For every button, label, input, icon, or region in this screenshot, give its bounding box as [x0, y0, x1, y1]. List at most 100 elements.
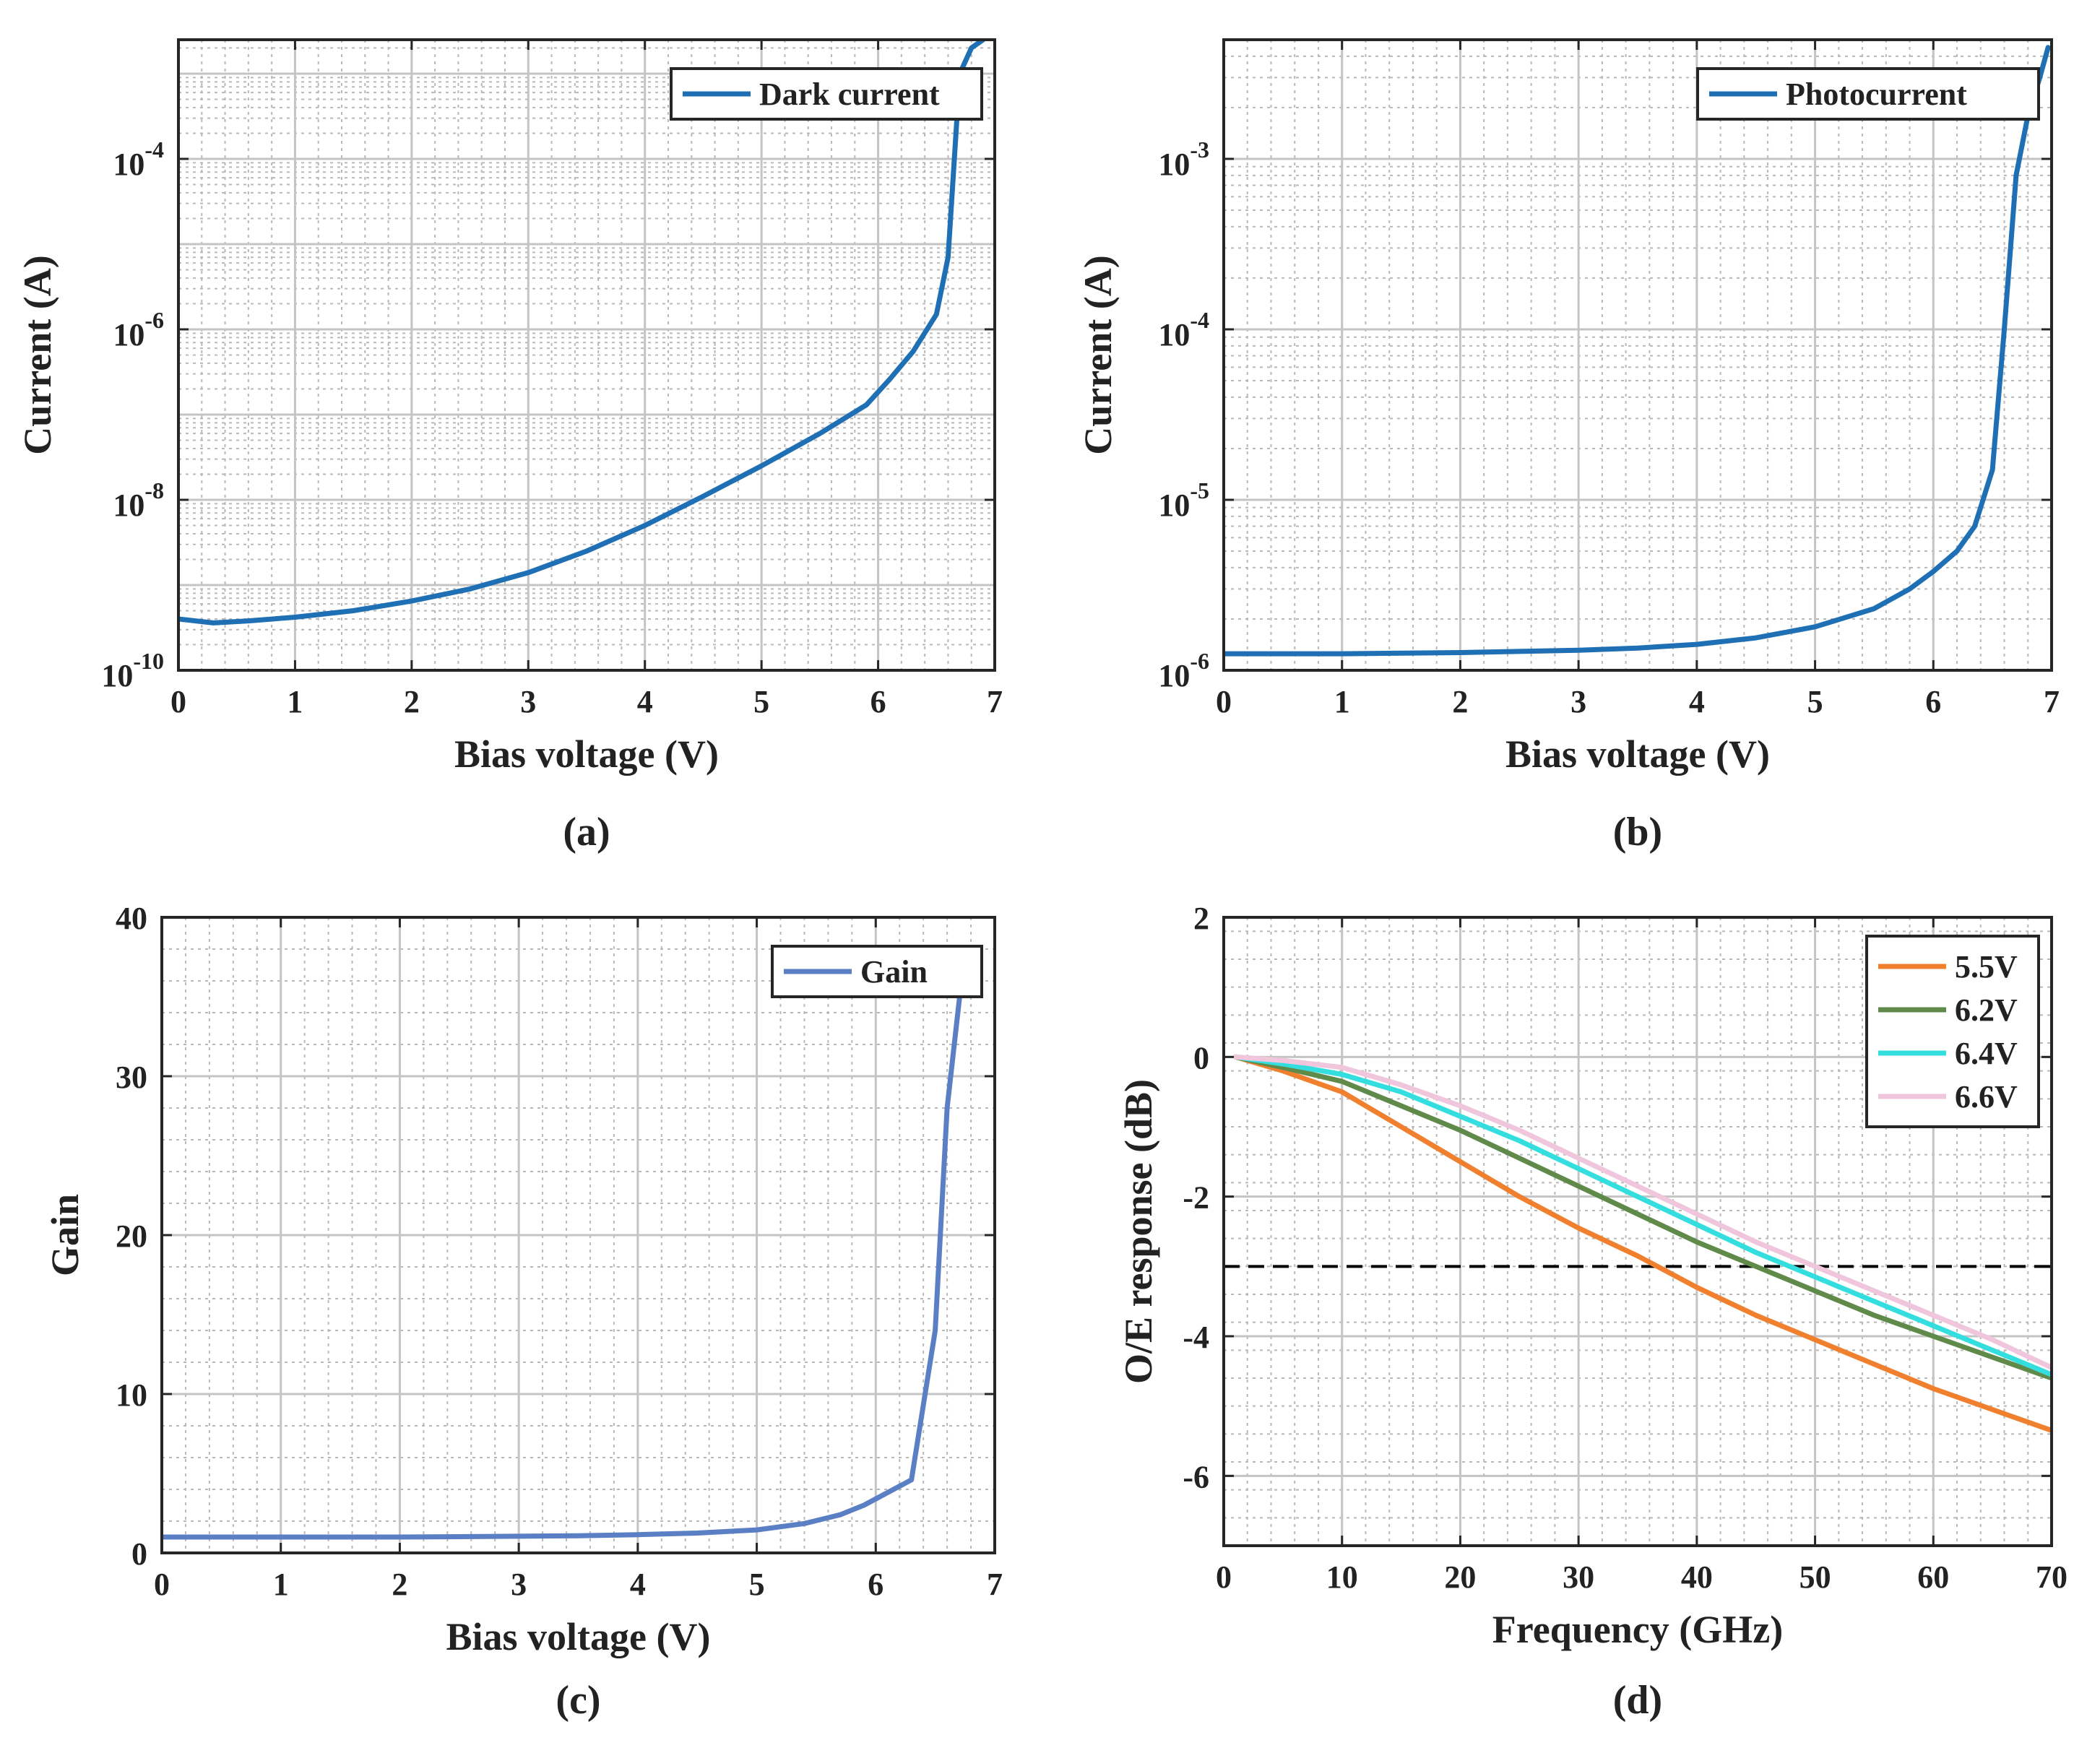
x-tick-label: 1	[287, 684, 303, 719]
plot-area	[1224, 917, 2052, 1546]
x-tick-label: 7	[987, 684, 1003, 719]
x-tick-label: 4	[1689, 684, 1705, 719]
y-tick-label: 0	[131, 1536, 147, 1572]
series-line-dark-current	[178, 40, 986, 626]
x-tick-label: 30	[1563, 1559, 1594, 1595]
y-tick-label: 40	[116, 901, 147, 936]
y-axis-label: O/E response (dB)	[1117, 1079, 1160, 1384]
y-tick-label: 10-3	[1158, 137, 1209, 182]
y-tick-label: 10-4	[1158, 307, 1209, 352]
y-tick-label: 2	[1193, 901, 1209, 936]
y-tick-label: 10-6	[113, 307, 164, 352]
x-tick-label: 0	[170, 684, 186, 719]
y-tick-label: 30	[116, 1060, 147, 1095]
x-tick-label: 50	[1799, 1559, 1831, 1595]
legend-box	[771, 945, 983, 998]
y-tick-label-exponent: -8	[144, 477, 164, 503]
x-tick-label: 2	[392, 1567, 407, 1602]
x-tick-label: 5	[749, 1567, 765, 1602]
x-tick-label: 60	[1917, 1559, 1949, 1595]
series-line-5-5v	[1232, 1054, 2052, 1433]
x-tick-label: 2	[1452, 684, 1468, 719]
x-tick-label: 3	[511, 1567, 527, 1602]
x-tick-label: 0	[154, 1567, 170, 1602]
y-tick-label-exponent: -3	[1190, 137, 1209, 163]
axes-box	[1222, 916, 2053, 1547]
x-tick-label: 6	[870, 684, 886, 719]
legend-label: 6.6V	[1955, 1079, 2018, 1114]
legend: 5.5V 6.2V 6.4V 6.6V	[1865, 935, 2040, 1128]
x-tick-label: 0	[1216, 1559, 1232, 1595]
chart-panel-d: 0 10 20 30 40 50 60 70 -6 -4 -2 0 2 Frequency (GHz) O/…	[1117, 901, 2067, 1723]
y-tick-label-base: 10	[1158, 147, 1190, 182]
y-tick-label-exponent: -5	[1190, 477, 1209, 503]
y-tick-label-base: 10	[1158, 317, 1190, 352]
x-tick-label: 1	[273, 1567, 289, 1602]
x-tick-label: 70	[2036, 1559, 2067, 1595]
x-tick-label: 7	[987, 1567, 1003, 1602]
y-tick-label: -4	[1183, 1320, 1209, 1355]
x-tick-label: 4	[637, 684, 653, 719]
x-tick-label: 5	[753, 684, 769, 719]
y-tick-label: 10-6	[1158, 648, 1209, 693]
plot-area	[1224, 40, 2052, 670]
series-line-6-2v	[1232, 1054, 2052, 1381]
panel-caption: (b)	[1613, 810, 1662, 854]
x-tick-label: 5	[1807, 684, 1823, 719]
y-tick-label: 10-10	[101, 648, 164, 693]
legend: Gain	[771, 945, 983, 998]
y-axis-label: Gain	[43, 1194, 87, 1276]
x-tick-label: 40	[1681, 1559, 1713, 1595]
x-tick-label: 4	[630, 1567, 646, 1602]
legend-label: Gain	[860, 954, 928, 990]
legend-label: 6.4V	[1955, 1036, 2018, 1071]
panel-caption: (c)	[556, 1678, 600, 1723]
x-tick-label: 10	[1326, 1559, 1358, 1595]
x-axis-label: Bias voltage (V)	[1505, 732, 1770, 776]
y-tick-label-base: 10	[1158, 658, 1190, 693]
x-axis-label: Frequency (GHz)	[1492, 1608, 1783, 1651]
x-tick-label: 6	[1925, 684, 1941, 719]
plot-area	[178, 40, 995, 670]
legend-label: 5.5V	[1955, 949, 2018, 984]
y-tick-label: 10	[116, 1377, 147, 1413]
axes-box	[1222, 38, 2053, 672]
y-tick-label: 10-5	[1158, 477, 1209, 523]
x-axis-label: Bias voltage (V)	[454, 732, 719, 776]
x-tick-label: 0	[1216, 684, 1232, 719]
y-tick-label-base: 10	[101, 658, 133, 693]
y-tick-label: 0	[1193, 1040, 1209, 1075]
x-tick-label: 2	[404, 684, 420, 719]
y-tick-label: 10-4	[113, 137, 164, 182]
x-tick-label: 6	[868, 1567, 883, 1602]
x-axis-label: Bias voltage (V)	[446, 1615, 711, 1658]
y-tick-label: 20	[116, 1219, 147, 1254]
x-tick-label: 1	[1334, 684, 1350, 719]
y-tick-label-base: 10	[113, 147, 144, 182]
axes-box	[177, 38, 996, 672]
legend-label: Dark current	[759, 77, 940, 112]
y-tick-label-exponent: -10	[133, 648, 164, 674]
y-tick-label-base: 10	[1158, 488, 1190, 523]
legend-label: Photocurrent	[1786, 77, 1967, 112]
chart-panel-c: 0 1 2 3 4 5 6 7 0 10 20 30 40 Bias voltage (V) Gain (c)…	[43, 901, 1003, 1723]
series-line-photocurrent	[1224, 45, 2051, 657]
x-tick-label: 3	[1570, 684, 1586, 719]
x-tick-label: 3	[520, 684, 536, 719]
y-axis-label: Current (A)	[1076, 255, 1120, 454]
legend-label: 6.2V	[1955, 992, 2018, 1028]
y-tick-label-exponent: -6	[1190, 648, 1209, 674]
y-tick-label: -2	[1183, 1180, 1209, 1216]
panel-caption: (d)	[1613, 1678, 1662, 1723]
panel-caption: (a)	[563, 810, 610, 854]
series-line-6-6v	[1232, 1054, 2052, 1370]
y-tick-label-base: 10	[113, 317, 144, 352]
y-axis-label: Current (A)	[16, 255, 59, 454]
series-line-gain	[162, 946, 968, 1540]
y-tick-label-base: 10	[113, 488, 144, 523]
y-tick-label: -6	[1183, 1459, 1209, 1494]
y-tick-label: 10-8	[113, 477, 164, 523]
